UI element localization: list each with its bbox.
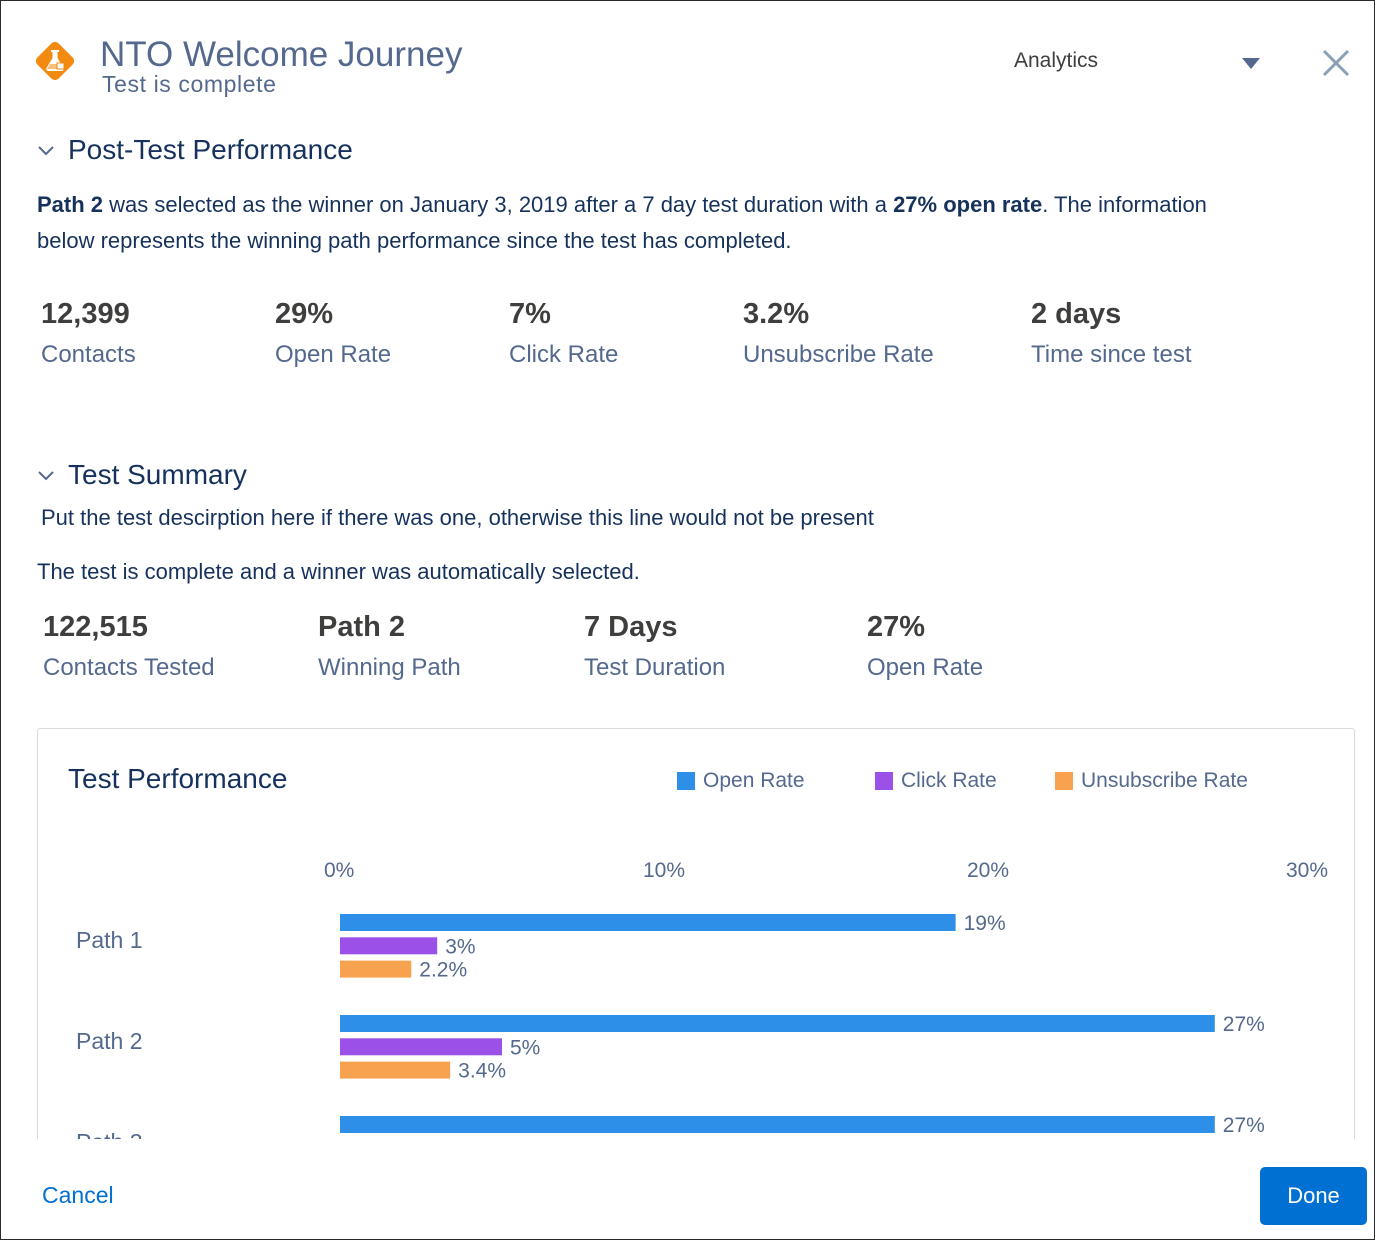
x-tick-label: 20% — [967, 859, 1009, 882]
chevron-down-icon — [38, 471, 54, 481]
category-label: Path 1 — [76, 927, 143, 953]
bar-value-label: 2.2% — [419, 959, 467, 982]
stat-winning-path: Path 2 Winning Path — [318, 611, 461, 681]
section-header-post-test[interactable]: Post-Test Performance — [37, 132, 353, 168]
stat-test-duration: 7 Days Test Duration — [584, 611, 726, 681]
page-subtitle: Test is complete — [102, 71, 277, 97]
close-icon[interactable] — [1318, 45, 1354, 81]
category-label: Path 2 — [76, 1028, 143, 1054]
bar — [340, 1061, 451, 1079]
bar — [340, 960, 412, 978]
bar-value-label: 27% — [1223, 1013, 1265, 1036]
caret-down-icon — [1242, 58, 1260, 69]
section-header-test-summary[interactable]: Test Summary — [37, 457, 247, 493]
stat-contacts: 12,399 Contacts — [41, 298, 136, 368]
bar — [340, 1116, 1215, 1133]
page-title: NTO Welcome Journey — [100, 35, 463, 74]
winner-rate: 27% open rate — [893, 192, 1043, 217]
chevron-down-icon — [38, 146, 54, 156]
stat-contacts-tested: 122,515 Contacts Tested — [43, 611, 215, 681]
stat-open-rate: 29% Open Rate — [275, 298, 392, 368]
bar — [340, 937, 438, 955]
chart-title: Test Performance — [68, 763, 288, 794]
legend-click-rate: Click Rate — [875, 769, 997, 793]
bar-value-label: 19% — [964, 912, 1006, 935]
legend-swatch — [875, 772, 893, 790]
category-label: Path 3 — [76, 1129, 143, 1139]
test-description: Put the test descirption here if there w… — [41, 505, 874, 530]
view-select[interactable]: Analytics — [1014, 49, 1264, 79]
stat-time-since-test: 2 days Time since test — [1031, 298, 1192, 368]
bar-value-label: 3.4% — [458, 1060, 506, 1083]
x-tick-label: 30% — [1286, 859, 1328, 882]
bar-value-label: 27% — [1223, 1114, 1265, 1137]
cancel-button[interactable]: Cancel — [42, 1182, 114, 1208]
stat-summary-open-rate: 27% Open Rate — [867, 611, 984, 681]
stat-click-rate: 7% Click Rate — [509, 298, 619, 368]
stat-unsubscribe-rate: 3.2% Unsubscribe Rate — [743, 298, 934, 368]
legend-open-rate: Open Rate — [677, 769, 805, 793]
section-title: Test Summary — [68, 459, 247, 490]
modal-footer: Cancel Done — [1, 1139, 1374, 1239]
done-button[interactable]: Done — [1260, 1167, 1367, 1225]
bar-value-label: 5% — [510, 1036, 540, 1059]
legend-swatch — [1055, 772, 1073, 790]
section-title: Post-Test Performance — [68, 134, 353, 165]
bar — [340, 1015, 1215, 1032]
legend-unsubscribe-rate: Unsubscribe Rate — [1055, 769, 1248, 793]
bar-value-label: 3% — [445, 935, 475, 958]
winner-path: Path 2 — [37, 192, 104, 217]
bar-chart: 0% 10% 20% 30% Path 1 19% 3%2.2% Path 2 27% 5%3.4… — [76, 859, 1328, 1139]
view-select-value: Analytics — [1014, 49, 1099, 72]
modal-body: Post-Test Performance Path 2 was selecte… — [1, 111, 1374, 1139]
modal-header: NTO Welcome Journey Test is complete Ana… — [1, 1, 1374, 111]
post-test-description: Path 2 was selected as the winner on Jan… — [37, 192, 1207, 253]
flask-icon — [35, 41, 75, 81]
bar — [340, 1038, 502, 1056]
test-status-line: The test is complete and a winner was au… — [37, 559, 640, 584]
x-tick-label: 0% — [324, 859, 354, 882]
x-tick-label: 10% — [643, 859, 685, 882]
legend-swatch — [677, 772, 695, 790]
test-performance-card: Test Performance Open Rate Click Rate Un… — [37, 728, 1355, 1139]
bar — [340, 914, 956, 931]
